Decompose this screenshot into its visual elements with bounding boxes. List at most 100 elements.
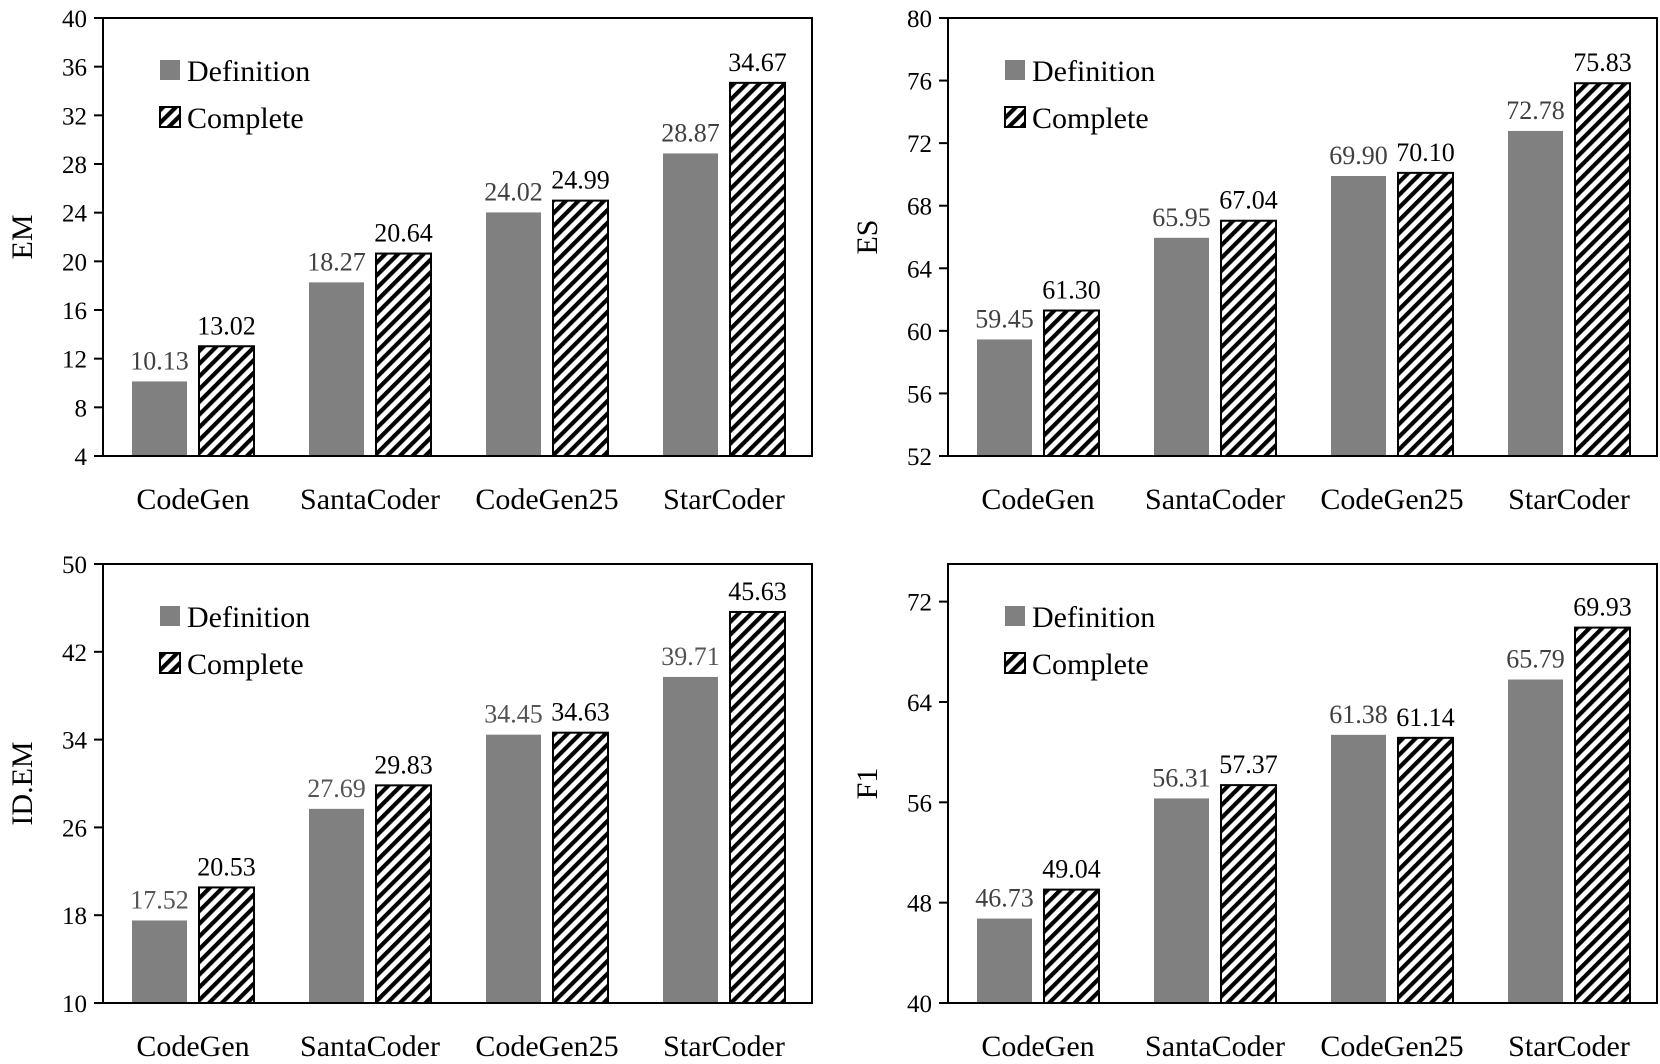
chart-panel-em: 4 8 12 16 20 24 28 32 36 40 EM 10.13 13.02 CodeGen 18.… xyxy=(6,6,813,516)
x-tick-label: StarCoder xyxy=(663,1030,785,1063)
y-tick-label: 8 xyxy=(75,395,88,422)
x-tick-label: SantaCoder xyxy=(1145,1030,1285,1063)
bar-definition xyxy=(1331,734,1386,1003)
y-tick-label: 12 xyxy=(62,347,87,374)
x-tick-label: StarCoder xyxy=(663,483,785,516)
legend-label-complete: Complete xyxy=(187,648,304,681)
y-tick-label: 42 xyxy=(62,640,87,667)
data-label-complete: 45.63 xyxy=(728,577,787,606)
y-tick-label: 20 xyxy=(62,249,87,276)
x-tick-label: SantaCoder xyxy=(300,1030,440,1063)
y-tick-label: 48 xyxy=(907,891,932,918)
bar-definition xyxy=(663,153,718,457)
bar-complete xyxy=(1397,736,1454,1004)
bar-complete xyxy=(198,886,255,1004)
y-tick-label: 26 xyxy=(62,815,87,842)
data-label-definition: 72.78 xyxy=(1506,96,1565,125)
data-label-complete: 34.67 xyxy=(728,48,787,77)
x-tick-label: SantaCoder xyxy=(300,483,440,516)
bar-definition xyxy=(977,339,1032,456)
bar-definition xyxy=(1508,130,1563,457)
y-tick-label: 4 xyxy=(75,444,88,471)
x-tick-label: SantaCoder xyxy=(1145,483,1285,516)
y-tick-label: 64 xyxy=(907,256,933,283)
x-tick-label: CodeGen25 xyxy=(1320,1030,1463,1063)
bar-complete xyxy=(1397,171,1454,457)
legend: Definition Complete xyxy=(159,55,310,135)
x-tick-label: CodeGen25 xyxy=(475,1030,618,1063)
y-tick-label: 36 xyxy=(62,55,87,82)
y-tick-label: 52 xyxy=(907,444,932,471)
y-axis-label: F1 xyxy=(851,768,884,800)
y-tick-label: 18 xyxy=(62,903,87,930)
data-label-complete: 34.63 xyxy=(551,698,610,727)
y-axis-label: EM xyxy=(6,215,39,260)
data-label-complete: 13.02 xyxy=(197,311,256,340)
data-label-complete: 20.64 xyxy=(374,219,433,248)
y-tick-label: 80 xyxy=(907,6,932,33)
y-tick-label: 40 xyxy=(907,991,932,1018)
bar-definition xyxy=(486,734,541,1003)
bar-definition xyxy=(309,282,364,456)
y-tick-label: 24 xyxy=(62,201,88,228)
data-label-definition: 17.52 xyxy=(130,885,189,914)
legend-swatch-definition xyxy=(160,606,180,626)
y-tick-label: 50 xyxy=(62,552,87,579)
plot-frame xyxy=(947,563,1658,1004)
x-tick-label: CodeGen xyxy=(136,483,249,516)
y-tick-label: 16 xyxy=(62,298,87,325)
y-tick-label: 34 xyxy=(62,728,88,755)
bar-complete xyxy=(729,610,786,1004)
data-label-definition: 39.71 xyxy=(661,642,720,671)
data-label-definition: 65.79 xyxy=(1506,645,1565,674)
bar-definition xyxy=(486,212,541,456)
data-label-complete: 24.99 xyxy=(551,166,610,195)
bar-complete xyxy=(198,345,255,457)
legend-swatch-definition xyxy=(1005,60,1025,80)
x-tick-label: CodeGen25 xyxy=(475,483,618,516)
y-tick-label: 64 xyxy=(907,690,933,717)
bar-complete xyxy=(729,81,786,458)
legend: Definition Complete xyxy=(1004,601,1155,681)
data-label-complete: 20.53 xyxy=(197,852,256,881)
y-tick-label: 60 xyxy=(907,319,932,346)
bar-complete xyxy=(1574,626,1631,1004)
data-label-complete: 69.93 xyxy=(1573,593,1632,622)
y-tick-label: 32 xyxy=(62,103,87,130)
bar-definition xyxy=(309,808,364,1003)
data-label-complete: 57.37 xyxy=(1219,750,1278,779)
legend-swatch-complete xyxy=(159,106,181,128)
legend-label-complete: Complete xyxy=(1032,102,1149,135)
data-label-definition: 61.38 xyxy=(1329,700,1388,729)
data-label-definition: 27.69 xyxy=(307,774,366,803)
x-tick-label: StarCoder xyxy=(1508,1030,1630,1063)
y-tick-label: 40 xyxy=(62,6,87,33)
data-label-definition: 59.45 xyxy=(975,304,1034,333)
bar-definition xyxy=(132,381,187,456)
data-label-complete: 61.14 xyxy=(1396,703,1455,732)
legend-label-definition: Definition xyxy=(1032,55,1155,88)
chart-panel-es: 52 56 60 64 68 72 76 80 ES 59.45 61.30 CodeGen 65.95… xyxy=(851,6,1658,516)
x-tick-label: CodeGen xyxy=(136,1030,249,1063)
bar-definition xyxy=(1154,237,1209,456)
legend-label-definition: Definition xyxy=(187,601,310,634)
x-tick-label: CodeGen xyxy=(981,483,1094,516)
y-tick-label: 72 xyxy=(907,131,932,158)
legend-label-definition: Definition xyxy=(187,55,310,88)
data-label-definition: 69.90 xyxy=(1329,141,1388,170)
bar-definition xyxy=(1331,175,1386,456)
y-axis-label: ES xyxy=(851,219,884,254)
legend-swatch-definition xyxy=(160,60,180,80)
bar-complete xyxy=(375,252,432,457)
y-tick-label: 28 xyxy=(62,152,87,179)
data-label-complete: 49.04 xyxy=(1042,855,1101,884)
plot-frame xyxy=(102,17,813,457)
data-label-definition: 65.95 xyxy=(1152,203,1211,232)
legend-label-complete: Complete xyxy=(187,102,304,135)
bar-complete xyxy=(375,784,432,1004)
data-label-complete: 70.10 xyxy=(1396,138,1455,167)
bar-complete xyxy=(1574,82,1631,457)
data-label-definition: 10.13 xyxy=(130,346,189,375)
y-tick-label: 56 xyxy=(907,790,932,817)
